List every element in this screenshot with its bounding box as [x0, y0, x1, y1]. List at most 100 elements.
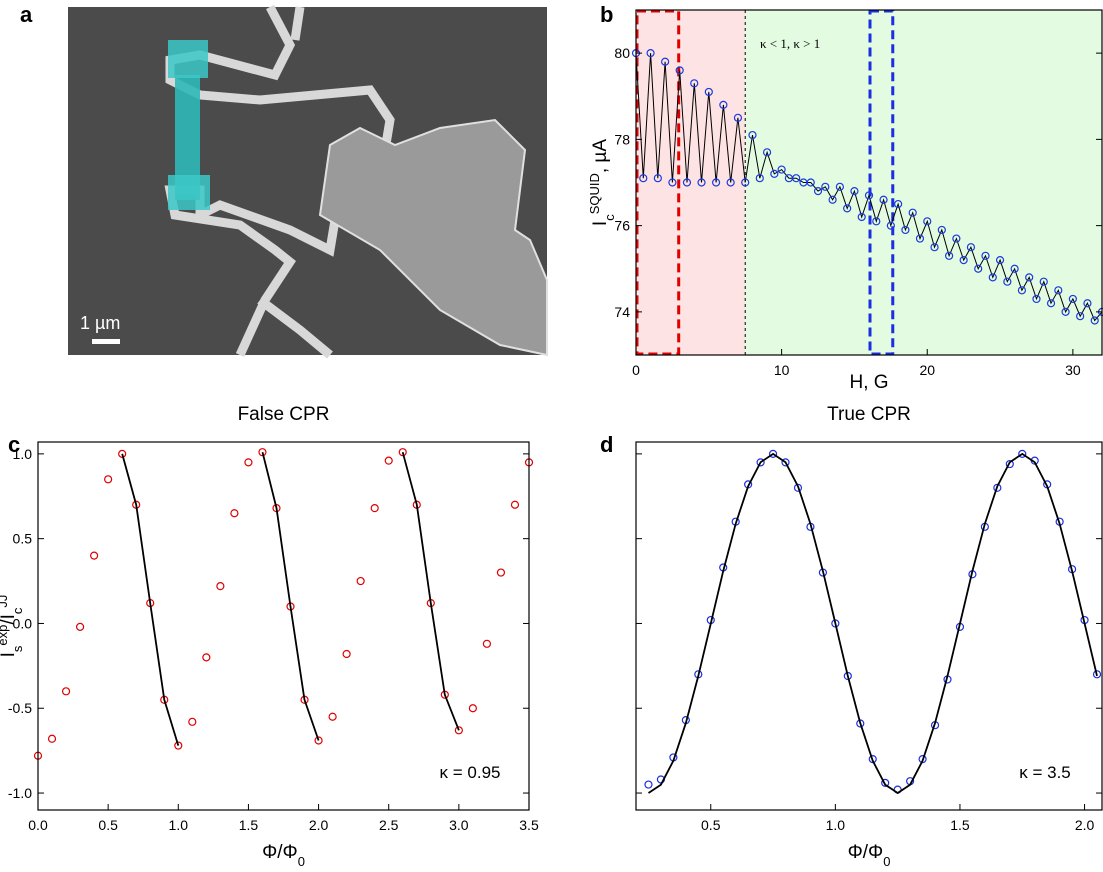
data-point [726, 178, 735, 187]
data-point [1025, 273, 1034, 282]
data-point [482, 639, 492, 648]
x-axis-label-part: Φ/Φ [848, 842, 884, 863]
y-axis-label-part: exp [0, 625, 10, 646]
data-point [930, 243, 939, 252]
data-point [468, 704, 477, 713]
data-point [1017, 286, 1027, 295]
junction-pad [168, 40, 208, 78]
data-point [668, 178, 677, 187]
data-point [216, 582, 225, 591]
data-point [843, 204, 852, 213]
data-point [314, 736, 323, 745]
y-axis-label-part: , µA [590, 139, 611, 174]
data-point [646, 49, 655, 58]
data-point [894, 199, 903, 209]
data-point [1032, 294, 1041, 304]
data-point [850, 187, 859, 196]
data-point [915, 234, 925, 243]
x-tick-label: 30 [1065, 362, 1081, 378]
data-point [755, 174, 764, 183]
sem-structure [290, 6, 305, 41]
data-point [1054, 286, 1063, 295]
data-point [90, 551, 99, 560]
x-tick-label: 2.0 [1075, 817, 1095, 833]
y-tick-label: 80 [614, 45, 630, 61]
data-point [886, 221, 895, 230]
data-point [174, 741, 183, 750]
data-point [47, 734, 57, 743]
y-axis-label-part: SQUID [587, 173, 602, 214]
data-point [806, 178, 815, 187]
data-point [821, 182, 830, 191]
data-point [835, 182, 844, 191]
data-point [828, 195, 837, 204]
y-axis-label-part: JJ [0, 595, 10, 608]
data-point [792, 174, 801, 183]
annotation: κ = 3.5 [1019, 763, 1071, 782]
scale-bar [92, 339, 120, 344]
y-tick-label: -0.5 [8, 700, 32, 716]
y-axis-label-part: /I [0, 614, 19, 625]
data-point [781, 458, 790, 467]
y-tick-label: 76 [614, 218, 630, 234]
y-tick-label: -1.0 [8, 785, 32, 801]
y-tick-label: 78 [614, 131, 630, 147]
x-tick-label: 1.0 [826, 817, 846, 833]
data-point [952, 234, 961, 243]
data-point [1046, 299, 1056, 308]
data-point [793, 483, 803, 492]
y-tick-label: 74 [614, 304, 630, 320]
sem-flake [318, 118, 548, 357]
data-point [872, 217, 881, 226]
data-point [61, 687, 71, 696]
y-axis-label-part: s [10, 645, 25, 652]
y-tick-label: 1.0 [13, 446, 33, 462]
data-point [690, 79, 699, 88]
data-point [1003, 277, 1012, 286]
data-point [748, 130, 757, 140]
data-point [981, 251, 990, 260]
data-point [762, 148, 772, 157]
y-axis-label-part: I [0, 652, 19, 657]
data-point [857, 212, 866, 222]
data-point [974, 264, 983, 273]
x-axis-label-part: H, G [849, 372, 888, 393]
data-point [768, 449, 778, 458]
x-axis-label-part: 0 [298, 854, 305, 869]
data-point [1061, 307, 1070, 316]
panel-label: a [20, 2, 33, 27]
y-axis-label-part: c [602, 214, 617, 221]
data-point [733, 113, 743, 122]
sem-image: 1 µm a [20, 2, 548, 359]
y-axis-label-part: c [10, 607, 25, 614]
data-point [644, 780, 653, 789]
data-point [966, 243, 976, 252]
x-axis-label: Φ/Φ0 [262, 842, 305, 869]
data-point [937, 225, 946, 235]
data-point [1092, 670, 1102, 679]
x-tick-label: 0.0 [28, 817, 48, 833]
panel-label: b [600, 2, 613, 27]
data-point [864, 191, 874, 200]
y-axis-label-part: I [590, 221, 611, 226]
annotation: κ = 0.95 [440, 763, 501, 782]
junction-pad [168, 175, 210, 210]
data-point [1010, 264, 1019, 273]
series-line [121, 451, 460, 746]
annotation: κ < 1, κ > 1 [760, 36, 820, 51]
data-point [711, 178, 721, 187]
data-point [342, 649, 351, 659]
data-point [384, 456, 393, 465]
x-axis-label-part: 0 [883, 854, 890, 869]
x-tick-label: 3.0 [449, 817, 469, 833]
data-point [1068, 294, 1077, 304]
data-point [75, 622, 85, 631]
data-point [496, 568, 506, 577]
data-point [510, 500, 520, 509]
panel-label: d [600, 432, 613, 457]
data-point [704, 87, 713, 97]
panel-label: c [8, 432, 20, 457]
data-point [653, 174, 662, 183]
data-point [988, 273, 997, 282]
